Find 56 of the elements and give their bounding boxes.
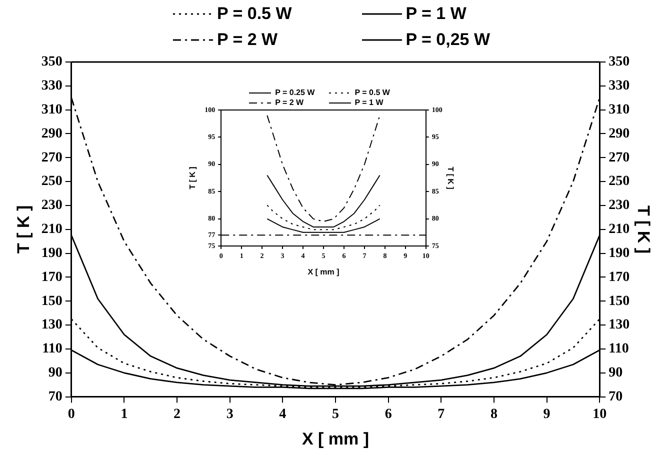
- y2-tick-label: 130: [608, 318, 630, 333]
- y-tick-label: 230: [41, 198, 62, 214]
- y2-tick-label: 170: [608, 270, 630, 285]
- x-tick-label: 3: [226, 406, 234, 422]
- y2-tick-label: 90: [608, 365, 623, 380]
- x-tick-label: 2: [174, 406, 181, 422]
- y-tick-label: 130: [41, 318, 62, 333]
- x-tick-label: 0: [68, 406, 75, 422]
- legend-label: P = 2 W: [216, 30, 278, 50]
- x-tick-label: 10: [592, 406, 607, 422]
- y2-tick-label: 350: [608, 54, 630, 70]
- x-tick-label: 4: [279, 406, 286, 422]
- y-axis-title: T [ K ]: [14, 205, 33, 254]
- y2-tick-label: 250: [608, 174, 630, 190]
- x-tick-label: 9: [543, 406, 550, 422]
- legend-label: P = 0.5 W: [216, 4, 292, 24]
- y-tick-label: 110: [42, 342, 62, 357]
- x-tick-label: 7: [438, 406, 445, 422]
- y-tick-label: 210: [41, 222, 62, 238]
- y-tick-label: 270: [41, 150, 62, 166]
- line-series: [266, 114, 380, 222]
- y2-tick-label: 270: [608, 150, 630, 166]
- legend-label: P = 0.25 W: [275, 88, 315, 97]
- x-tick-label: 6: [384, 406, 392, 422]
- y-tick-label: 170: [41, 270, 62, 285]
- y-tick-label: 250: [41, 174, 62, 190]
- y-tick-label: 70: [48, 389, 62, 404]
- y-tick-label: 190: [41, 246, 62, 261]
- y2-tick-label: 230: [608, 198, 630, 214]
- y2-tick-label: 150: [608, 294, 630, 309]
- y2-axis-title: T [ K ]: [446, 166, 455, 190]
- y-tick-label: 150: [41, 294, 62, 309]
- y2-tick-label: 210: [608, 222, 630, 238]
- y2-tick-label: 310: [608, 102, 630, 118]
- y2-tick-label: 70: [608, 389, 623, 404]
- y-tick-label: 350: [41, 54, 62, 70]
- y2-axis-title: T [ K ]: [634, 205, 654, 254]
- y2-tick-label: 190: [608, 246, 630, 261]
- y-tick-label: 90: [48, 365, 62, 380]
- legend-label: P = 0.5 W: [354, 88, 390, 97]
- x-axis-title: X [ mm ]: [302, 429, 370, 448]
- y2-tick-label: 290: [608, 126, 630, 142]
- y-axis-title: T [ K ]: [188, 166, 198, 190]
- y-tick-label: 290: [41, 126, 62, 142]
- y2-tick-label: 110: [608, 342, 629, 357]
- y-tick-label: 330: [41, 78, 62, 94]
- x-tick-label: 1: [120, 406, 128, 422]
- x-axis-title: X [ mm ]: [308, 267, 340, 276]
- legend-label: P = 1 W: [354, 98, 384, 107]
- y-tick-label: 310: [41, 102, 62, 118]
- y2-tick-label: 330: [608, 78, 630, 94]
- legend-label: P = 1 W: [406, 4, 466, 24]
- x-tick-label: 5: [332, 406, 339, 422]
- x-tick-label: 8: [490, 406, 498, 422]
- legend-label: P = 0,25 W: [406, 30, 490, 50]
- legend-label: P = 2 W: [275, 98, 304, 107]
